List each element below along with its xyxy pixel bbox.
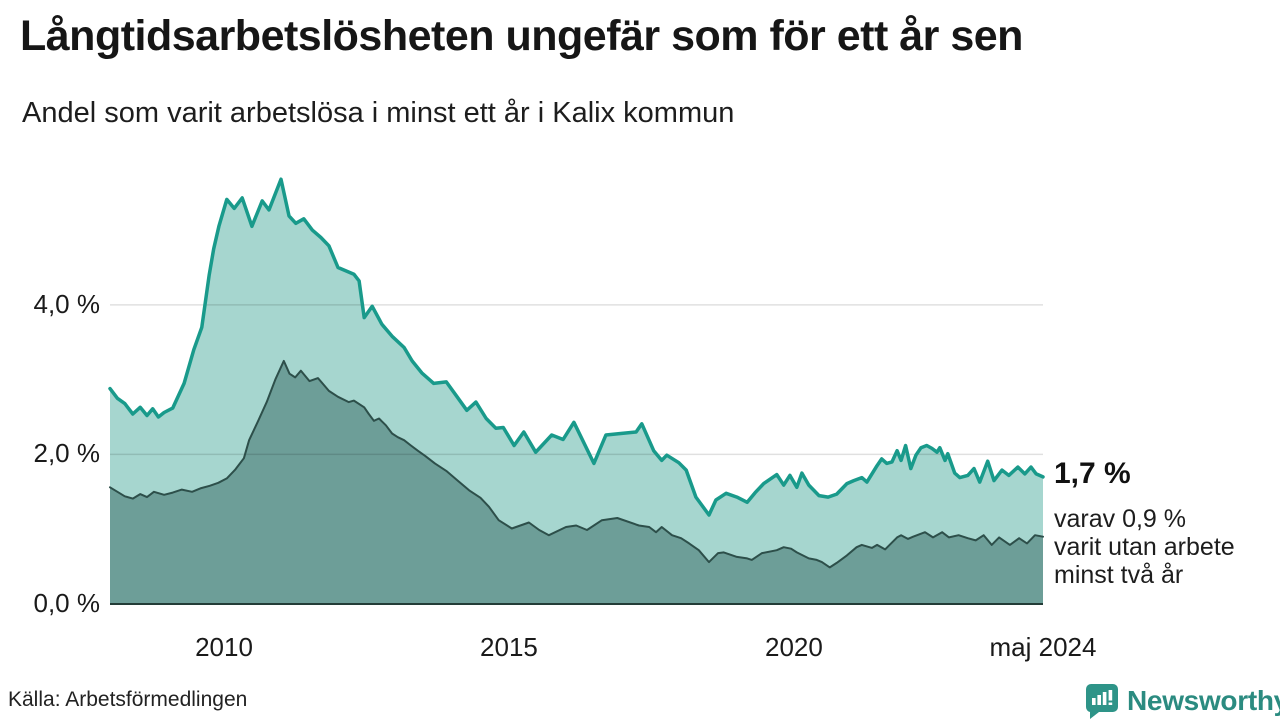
source-note: Källa: Arbetsförmedlingen bbox=[8, 688, 248, 711]
y-tick-label: 2,0 % bbox=[33, 438, 101, 469]
x-tick-label: maj 2024 bbox=[989, 632, 1097, 662]
x-tick-label: 2010 bbox=[195, 632, 253, 662]
newsworthy-logo: Newsworthy bbox=[1083, 682, 1280, 720]
y-tick-label: 4,0 % bbox=[33, 288, 101, 319]
x-tick-label: 2020 bbox=[765, 632, 823, 662]
y-tick-label: 0,0 % bbox=[33, 587, 101, 618]
newsworthy-logo-icon bbox=[1085, 684, 1118, 719]
latest-value-detail: varav 0,9 % varit utan arbete minst två … bbox=[1054, 505, 1235, 589]
x-tick-label: 2015 bbox=[480, 632, 538, 662]
page-title: Långtidsarbetslösheten ungefär som för e… bbox=[20, 12, 1023, 60]
newsworthy-logo-text: Newsworthy bbox=[1127, 685, 1280, 716]
latest-value-label: 1,7 % bbox=[1054, 457, 1131, 490]
page-subtitle: Andel som varit arbetslösa i minst ett å… bbox=[22, 97, 735, 129]
